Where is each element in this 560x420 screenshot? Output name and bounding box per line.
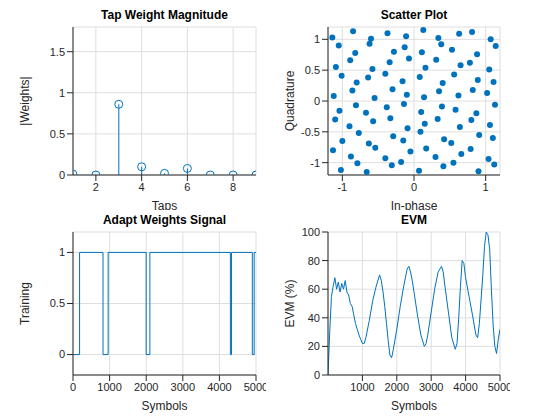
svg-text:0.5: 0.5 xyxy=(305,64,320,76)
svg-text:6: 6 xyxy=(184,181,190,193)
svg-text:40: 40 xyxy=(308,312,320,324)
svg-text:8: 8 xyxy=(230,181,236,193)
svg-text:0.5: 0.5 xyxy=(50,128,65,140)
svg-text:-0.5: -0.5 xyxy=(301,126,320,138)
html-text:Scatter Plot: Scatter Plot xyxy=(380,8,448,22)
svg-text:0: 0 xyxy=(411,181,417,193)
svg-text:4000: 4000 xyxy=(207,381,231,393)
svg-text:1: 1 xyxy=(483,181,489,193)
svg-text:0: 0 xyxy=(59,169,65,181)
svg-text:4000: 4000 xyxy=(453,381,477,393)
svg-text:4: 4 xyxy=(139,181,145,193)
svg-text:Taps: Taps xyxy=(152,199,177,210)
svg-text:1: 1 xyxy=(314,33,320,45)
html-text:Adapt Weights Signal: Adapt Weights Signal xyxy=(102,213,227,227)
svg-text:1.5: 1.5 xyxy=(50,46,65,58)
svg-text:2000: 2000 xyxy=(385,381,409,393)
svg-text:0: 0 xyxy=(70,381,76,393)
svg-text:Training: Training xyxy=(18,282,32,325)
svg-text:100: 100 xyxy=(302,226,320,238)
svg-text:1: 1 xyxy=(59,87,65,99)
svg-text:1000: 1000 xyxy=(97,381,121,393)
svg-text:Quadrature: Quadrature xyxy=(283,70,297,131)
svg-text:2: 2 xyxy=(93,181,99,193)
svg-text:0: 0 xyxy=(314,369,320,381)
svg-text:0: 0 xyxy=(59,348,65,360)
svg-text:1000: 1000 xyxy=(350,381,374,393)
svg-text:-1: -1 xyxy=(310,157,320,169)
svg-text:80: 80 xyxy=(308,255,320,267)
svg-text:Symbols: Symbols xyxy=(391,399,437,413)
svg-text:|Weights|: |Weights| xyxy=(18,76,32,125)
svg-text:5000: 5000 xyxy=(488,381,510,393)
svg-text:In-phase: In-phase xyxy=(391,199,438,210)
svg-text:2000: 2000 xyxy=(134,381,158,393)
svg-text:3000: 3000 xyxy=(419,381,443,393)
svg-text:0: 0 xyxy=(314,95,320,107)
svg-text:1: 1 xyxy=(59,246,65,258)
svg-text:EVM (%): EVM (%) xyxy=(283,279,297,327)
svg-text:3000: 3000 xyxy=(171,381,195,393)
svg-text:0.5: 0.5 xyxy=(50,297,65,309)
svg-text:Symbols: Symbols xyxy=(141,399,187,413)
svg-text:20: 20 xyxy=(308,340,320,352)
svg-text:5000: 5000 xyxy=(244,381,266,393)
svg-text:60: 60 xyxy=(308,283,320,295)
svg-text:-1: -1 xyxy=(337,181,347,193)
html-text:EVM: EVM xyxy=(401,213,427,227)
html-text:Tap Weight Magnitude: Tap Weight Magnitude xyxy=(101,8,228,22)
